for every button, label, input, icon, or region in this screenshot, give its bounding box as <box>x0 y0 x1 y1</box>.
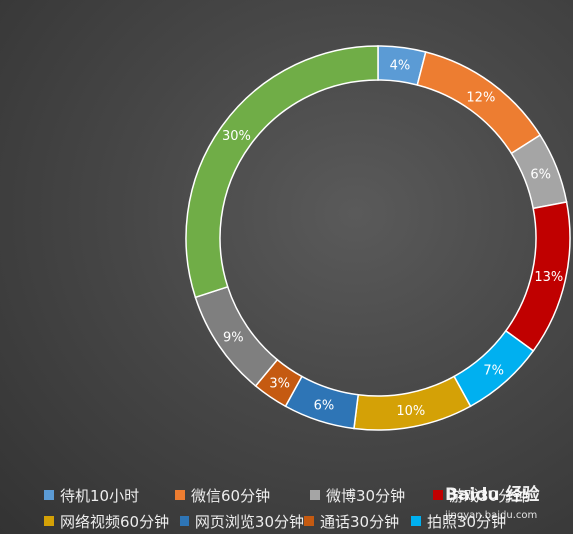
legend-item: 游戏30分钟 <box>433 485 573 506</box>
legend-label: 网页浏览30分钟 <box>194 512 304 531</box>
donut-slice <box>185 45 379 299</box>
slice-data-label: 7% <box>483 363 504 378</box>
slice-data-label: 10% <box>396 404 425 419</box>
slice-data-label: 6% <box>530 168 551 183</box>
legend-swatch <box>175 490 185 500</box>
legend-row: 待机10小时 微信60分钟 微博30分钟 游戏30分钟 <box>44 482 573 508</box>
slice-data-label: 30% <box>222 129 251 144</box>
legend-label: 网络视频60分钟 <box>60 512 170 531</box>
legend-item: 微信60分钟 <box>175 485 310 506</box>
legend-label: 微博30分钟 <box>326 486 406 505</box>
legend-label: 微信60分钟 <box>191 486 271 505</box>
legend-swatch <box>180 516 189 526</box>
legend-item: 拍照30分钟 <box>411 511 551 532</box>
legend-label: 通话30分钟 <box>320 512 400 531</box>
legend-swatch <box>411 516 421 526</box>
legend-label: 拍照30分钟 <box>427 512 507 531</box>
slice-data-label: 13% <box>534 270 563 285</box>
slice-data-label: 12% <box>466 90 495 105</box>
legend-item: 通话30分钟 <box>304 511 411 532</box>
legend-row: 网络视频60分钟 网页浏览30分钟 通话30分钟 拍照30分钟 <box>44 508 573 534</box>
legend-swatch <box>44 490 54 500</box>
legend-swatch <box>310 490 320 500</box>
watermark-url: jingyan.baidu.com <box>445 510 538 521</box>
baidu-logo: Baidu 经验 <box>445 485 540 505</box>
legend-swatch <box>44 516 54 526</box>
legend-swatch <box>433 490 443 500</box>
legend-item: 网络视频60分钟 <box>44 511 180 532</box>
legend-swatch <box>304 516 314 526</box>
legend-label: 游戏30分钟 <box>449 486 529 505</box>
baidu-watermark: Baidu 经验 jingyan.baidu.com <box>445 478 555 526</box>
slice-data-label: 4% <box>390 58 411 73</box>
legend-item: 待机10小时 <box>44 485 175 506</box>
slice-data-label: 3% <box>269 377 290 392</box>
slice-data-label: 6% <box>314 398 335 413</box>
chart-legend: 待机10小时 微信60分钟 微博30分钟 游戏30分钟 网络视频60分钟 网页浏览30分… <box>44 482 573 534</box>
legend-item: 微博30分钟 <box>310 485 433 506</box>
legend-label: 待机10小时 <box>60 486 140 505</box>
slice-data-label: 9% <box>223 330 244 345</box>
legend-item: 网页浏览30分钟 <box>180 511 304 532</box>
